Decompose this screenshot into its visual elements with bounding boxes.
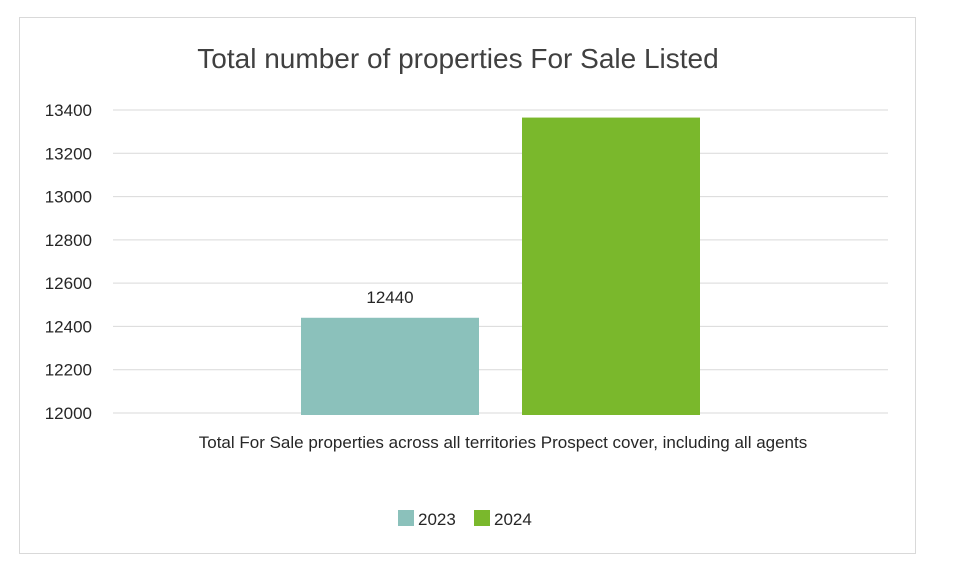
y-tick-label: 12400	[45, 317, 92, 336]
y-tick-label: 12600	[45, 274, 92, 293]
y-tick-label: 12800	[45, 231, 92, 250]
legend: 2023 2024	[398, 510, 532, 529]
y-tick-label: 13000	[45, 188, 92, 207]
data-labels: 12440	[366, 288, 413, 307]
legend-label-2023: 2023	[418, 510, 456, 529]
bars	[301, 117, 700, 415]
legend-swatch-2024	[474, 510, 490, 526]
bar-2023	[301, 317, 479, 415]
chart-title: Total number of properties For Sale List…	[197, 43, 718, 74]
data-label-2023: 12440	[366, 288, 413, 307]
legend-swatch-2023	[398, 510, 414, 526]
bar-2024	[522, 117, 700, 415]
y-tick-label: 12200	[45, 361, 92, 380]
legend-label-2024: 2024	[494, 510, 532, 529]
y-tick-label: 13200	[45, 144, 92, 163]
y-tick-label: 13400	[45, 101, 92, 120]
y-axis: 12000 12200 12400 12600 12800 13000 13200 13400	[45, 101, 92, 423]
chart-frame	[19, 17, 916, 554]
gridlines	[113, 109, 888, 414]
x-category-label: Total For Sale properties across all ter…	[199, 433, 808, 452]
y-tick-label: 12000	[45, 404, 92, 423]
